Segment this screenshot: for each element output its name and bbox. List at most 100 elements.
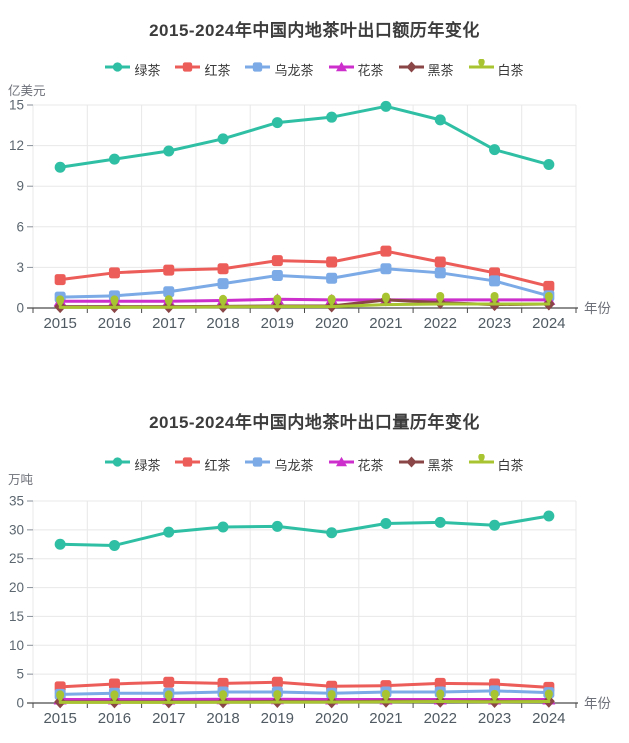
data-point-white-tea-2015[interactable] — [56, 295, 65, 308]
legend-item-dark-tea[interactable]: 黑茶 — [398, 59, 454, 79]
data-point-white-tea-2021[interactable] — [381, 689, 390, 702]
export-value-chart-title: 2015-2024年中国内地茶叶出口额历年变化 — [149, 21, 480, 40]
data-point-oolong-tea-2019[interactable] — [271, 270, 283, 282]
data-point-white-tea-2017[interactable] — [164, 295, 173, 308]
legend-label-dark-tea: 黑茶 — [427, 457, 454, 473]
y-tick-label: 6 — [16, 219, 24, 234]
flower-tea-legend-glyph — [328, 456, 354, 467]
data-point-white-tea-2016[interactable] — [110, 690, 119, 703]
data-point-green-tea-2024[interactable] — [543, 159, 555, 171]
legend-item-red-tea[interactable]: 红茶 — [175, 454, 230, 474]
x-tick-label: 2018 — [206, 710, 239, 727]
data-point-red-tea-2015[interactable] — [54, 274, 66, 286]
data-point-red-tea-2024[interactable] — [543, 280, 555, 292]
legend-item-oolong-tea[interactable]: 乌龙茶 — [245, 59, 314, 79]
y-tick-label: 15 — [9, 98, 24, 113]
oolong-tea-legend-icon — [245, 59, 271, 79]
data-point-white-tea-2020[interactable] — [327, 690, 336, 703]
data-point-white-tea-2019[interactable] — [273, 294, 282, 307]
legend-item-flower-tea[interactable]: 花茶 — [328, 59, 384, 79]
data-point-white-tea-2023[interactable] — [490, 291, 499, 304]
data-point-oolong-tea-2020[interactable] — [326, 272, 338, 284]
data-point-white-tea-2015[interactable] — [56, 690, 65, 703]
flower-tea-legend-icon — [328, 454, 354, 474]
x-tick-label: 2023 — [478, 315, 511, 332]
data-point-red-tea-2021[interactable] — [380, 245, 392, 257]
data-point-green-tea-2015[interactable] — [54, 161, 66, 173]
data-point-green-tea-2024[interactable] — [543, 510, 555, 522]
series-line-oolong-tea — [58, 689, 551, 696]
data-point-white-tea-2023[interactable] — [490, 689, 499, 702]
data-point-green-tea-2019[interactable] — [271, 117, 283, 129]
data-point-green-tea-2023[interactable] — [489, 519, 501, 531]
dark-tea-legend-glyph — [398, 456, 424, 468]
data-point-red-tea-2019[interactable] — [271, 676, 283, 688]
data-point-green-tea-2020[interactable] — [326, 527, 338, 539]
data-point-white-tea-2018[interactable] — [219, 294, 228, 307]
data-point-red-tea-2020[interactable] — [326, 256, 338, 268]
data-point-white-tea-2020[interactable] — [327, 294, 336, 307]
x-tick-label: 2024 — [532, 710, 565, 727]
data-point-red-tea-2019[interactable] — [271, 255, 283, 267]
data-point-green-tea-2022[interactable] — [434, 114, 446, 126]
legend-label-red-tea: 红茶 — [204, 62, 231, 78]
data-point-green-tea-2015[interactable] — [54, 538, 66, 550]
data-point-white-tea-2016[interactable] — [110, 295, 119, 308]
legend-item-oolong-tea[interactable]: 乌龙茶 — [245, 454, 314, 474]
data-point-green-tea-2018[interactable] — [217, 521, 229, 533]
data-point-red-tea-2016[interactable] — [108, 678, 120, 690]
legend-item-white-tea[interactable]: 白茶 — [468, 58, 524, 79]
data-point-oolong-tea-2017[interactable] — [163, 286, 175, 298]
data-point-oolong-tea-2023[interactable] — [489, 275, 501, 287]
y-axis-unit-label: 万吨 — [8, 473, 34, 487]
data-point-green-tea-2021[interactable] — [380, 100, 392, 112]
data-point-white-tea-2021[interactable] — [381, 292, 390, 305]
data-point-white-tea-2024[interactable] — [544, 291, 553, 304]
legend-item-green-tea[interactable]: 绿茶 — [105, 454, 160, 474]
data-point-green-tea-2018[interactable] — [217, 133, 229, 145]
data-point-oolong-tea-2018[interactable] — [217, 278, 229, 290]
data-point-green-tea-2017[interactable] — [163, 145, 175, 157]
data-point-white-tea-2024[interactable] — [544, 689, 553, 702]
data-point-green-tea-2020[interactable] — [326, 111, 338, 123]
data-point-white-tea-2022[interactable] — [436, 291, 445, 304]
legend-symbol — [477, 453, 485, 463]
data-point-green-tea-2022[interactable] — [434, 516, 446, 528]
white-tea-legend-glyph — [468, 58, 494, 69]
data-point-white-tea-2022[interactable] — [436, 689, 445, 702]
y-tick-label: 10 — [9, 638, 24, 653]
data-point-green-tea-2017[interactable] — [163, 526, 175, 538]
data-point-green-tea-2016[interactable] — [108, 539, 120, 551]
data-point-white-tea-2017[interactable] — [164, 690, 173, 703]
dark-tea-legend-glyph — [398, 61, 424, 73]
legend-item-red-tea[interactable]: 红茶 — [175, 59, 230, 79]
data-point-red-tea-2016[interactable] — [108, 267, 120, 279]
data-point-red-tea-2018[interactable] — [217, 263, 229, 275]
green-tea-legend-glyph — [105, 457, 131, 467]
data-point-oolong-tea-2022[interactable] — [434, 267, 446, 279]
data-point-green-tea-2019[interactable] — [271, 520, 283, 532]
data-point-red-tea-2017[interactable] — [163, 676, 175, 688]
legend-symbol — [183, 62, 193, 72]
x-tick-label: 2019 — [261, 710, 294, 727]
data-point-green-tea-2023[interactable] — [489, 144, 501, 156]
data-point-red-tea-2017[interactable] — [163, 264, 175, 276]
data-point-green-tea-2021[interactable] — [380, 518, 392, 530]
legend-item-white-tea[interactable]: 白茶 — [468, 453, 524, 474]
data-point-red-tea-2018[interactable] — [217, 677, 229, 689]
data-point-green-tea-2016[interactable] — [108, 153, 120, 165]
legend-symbol — [113, 457, 123, 467]
data-point-white-tea-2018[interactable] — [219, 690, 228, 703]
data-point-oolong-tea-2021[interactable] — [380, 263, 392, 275]
series-white-tea — [56, 689, 553, 704]
legend-item-green-tea[interactable]: 绿茶 — [105, 59, 160, 79]
data-point-red-tea-2022[interactable] — [434, 677, 446, 689]
legend-item-flower-tea[interactable]: 花茶 — [328, 454, 384, 474]
x-tick-label: 2021 — [369, 710, 402, 727]
data-point-red-tea-2022[interactable] — [434, 256, 446, 268]
series-line-red-tea — [58, 680, 551, 689]
oolong-tea-legend-glyph — [245, 62, 271, 72]
data-point-white-tea-2019[interactable] — [273, 690, 282, 703]
legend-item-dark-tea[interactable]: 黑茶 — [398, 454, 454, 474]
